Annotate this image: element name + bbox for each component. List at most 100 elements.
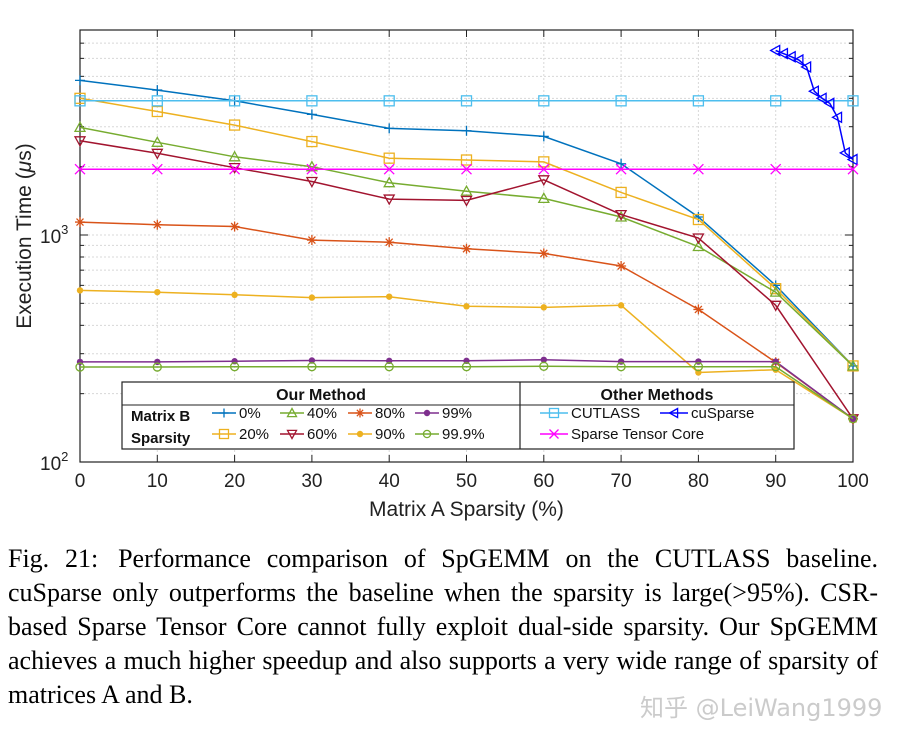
marker xyxy=(792,53,804,67)
marker xyxy=(770,95,782,107)
y-tick-label: 103 xyxy=(40,222,68,248)
marker xyxy=(384,362,394,372)
marker xyxy=(615,95,627,107)
marker xyxy=(305,176,319,188)
marker xyxy=(800,60,812,74)
marker xyxy=(228,150,241,162)
legend-entry-60-: 60% xyxy=(280,426,337,443)
marker xyxy=(692,233,705,245)
marker xyxy=(461,163,472,175)
marker xyxy=(73,121,87,133)
marker xyxy=(423,409,431,417)
x-tick-label: 40 xyxy=(379,471,400,492)
marker xyxy=(771,362,781,372)
marker xyxy=(74,95,86,107)
marker xyxy=(383,163,395,175)
caption-text: Performance comparison of SpGEMM on the … xyxy=(8,544,878,709)
series-lines xyxy=(73,44,860,426)
marker xyxy=(616,158,627,169)
legend-entry-99-: 99% xyxy=(415,405,472,422)
legend-label: 80% xyxy=(375,405,405,422)
marker xyxy=(537,192,550,204)
marker xyxy=(808,85,819,98)
series-line xyxy=(80,365,854,420)
marker xyxy=(228,95,241,107)
marker xyxy=(846,153,858,166)
legend-label: 40% xyxy=(307,405,337,422)
marker xyxy=(537,175,550,187)
x-tick-label: 90 xyxy=(765,471,786,492)
legend-label: CUTLASS xyxy=(571,405,640,422)
marker xyxy=(151,135,164,147)
marker xyxy=(231,291,238,299)
legend-label: cuSparse xyxy=(691,405,754,422)
y-tick-exponent: 3 xyxy=(61,222,68,237)
legend-row-label-sparsity: Sparsity xyxy=(131,430,191,447)
marker xyxy=(615,186,627,199)
marker xyxy=(846,359,860,371)
legend-label: 20% xyxy=(239,426,269,443)
marker xyxy=(422,429,432,439)
marker xyxy=(823,97,835,110)
marker xyxy=(219,408,229,418)
marker xyxy=(538,131,549,142)
marker xyxy=(383,194,396,206)
marker xyxy=(548,407,560,419)
marker xyxy=(692,213,705,226)
marker xyxy=(74,163,86,175)
x-tick-label: 30 xyxy=(301,471,322,492)
marker xyxy=(151,148,164,160)
legend-entry-cusparse: cuSparse xyxy=(660,405,754,422)
x-tick-label: 100 xyxy=(837,471,869,492)
x-tick-label: 10 xyxy=(147,471,168,492)
marker xyxy=(538,95,550,107)
marker xyxy=(615,163,627,175)
marker xyxy=(229,163,241,175)
legend-entry-0-: 0% xyxy=(212,405,261,422)
y-tick-base: 10 xyxy=(40,454,61,475)
legend-entry-99-9-: 99.9% xyxy=(415,426,485,443)
marker xyxy=(770,163,782,175)
marker xyxy=(668,407,679,419)
marker xyxy=(461,243,472,254)
marker xyxy=(617,302,625,309)
legend-label: 99.9% xyxy=(442,426,485,443)
series-line xyxy=(79,126,854,367)
marker xyxy=(769,44,781,57)
legend-label: 60% xyxy=(307,426,337,443)
x-tick-label: 80 xyxy=(688,471,709,492)
legend-entry-40-: 40% xyxy=(280,405,337,422)
marker xyxy=(616,362,626,372)
marker xyxy=(307,362,317,372)
x-tick-label: 0 xyxy=(75,471,86,492)
marker xyxy=(614,210,628,222)
marker xyxy=(383,95,395,107)
marker xyxy=(831,111,843,124)
legend-label: 0% xyxy=(239,405,261,422)
series-line xyxy=(79,97,854,367)
marker xyxy=(75,362,85,372)
marker xyxy=(229,362,240,372)
marker xyxy=(356,430,364,438)
marker xyxy=(540,304,547,311)
marker xyxy=(218,428,230,440)
series-line xyxy=(775,49,854,161)
marker xyxy=(769,285,782,297)
marker xyxy=(308,294,316,301)
legend-entry-sparse-tensor-core: Sparse Tensor Core xyxy=(540,426,704,443)
legend-entry-80-: 80% xyxy=(348,405,405,422)
y-tick-exponent: 2 xyxy=(61,449,68,464)
marker xyxy=(152,362,162,372)
marker xyxy=(784,50,796,63)
series-cusparse xyxy=(769,44,858,166)
marker xyxy=(228,163,241,174)
marker xyxy=(384,237,395,248)
series-line xyxy=(79,140,854,420)
marker xyxy=(308,357,316,364)
marker xyxy=(286,407,298,418)
legend-entry-90-: 90% xyxy=(348,426,405,443)
marker xyxy=(539,361,549,371)
x-axis-title: Matrix A Sparsity (%) xyxy=(369,498,564,521)
marker xyxy=(538,248,549,259)
